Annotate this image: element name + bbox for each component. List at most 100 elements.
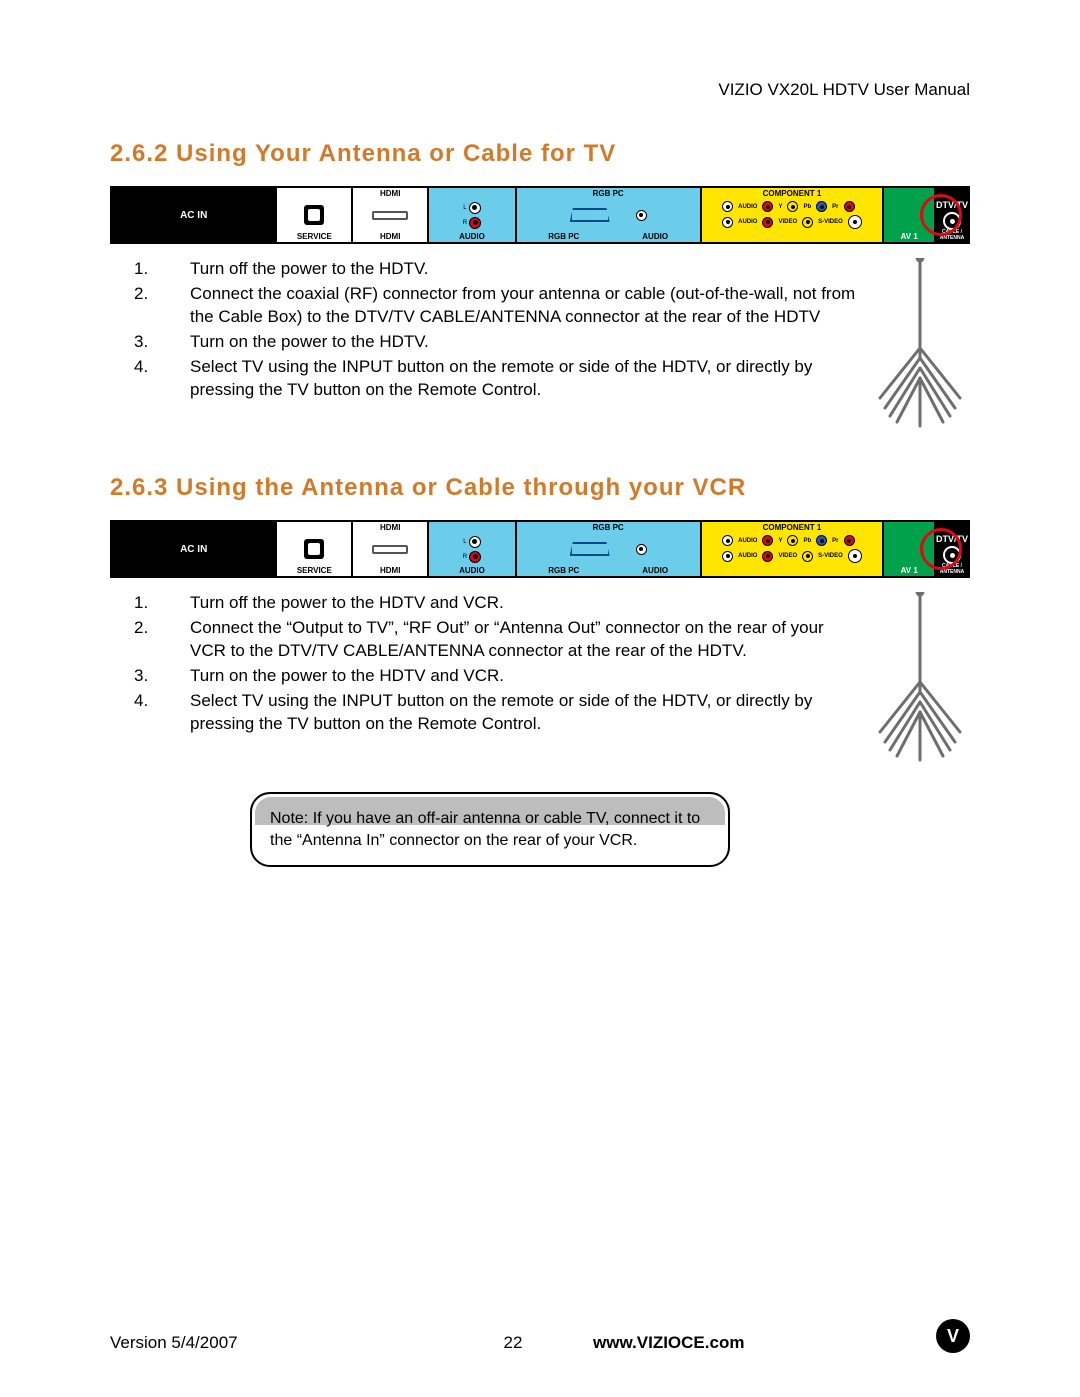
antenna-diagram — [870, 258, 970, 428]
vizio-logo-icon: V — [936, 1319, 970, 1353]
comp-l-icon — [722, 535, 733, 546]
av1-label: AV 1 — [884, 566, 934, 575]
cable-antenna-label: CABLE / ANTENNA — [936, 229, 968, 241]
av-r2-icon — [762, 551, 773, 562]
av-svideo-lbl: S-VIDEO — [818, 219, 843, 225]
comp-pb-icon — [816, 535, 827, 546]
page-footer: Version 5/4/2007 22 www.VIZIOCE.com V — [110, 1319, 970, 1353]
panel-audio: L R AUDIO — [429, 188, 517, 242]
svideo-icon — [848, 215, 862, 229]
section2-steps: 1.Turn off the power to the HDTV and VCR… — [110, 592, 860, 736]
rgb-audio-jack-icon — [636, 544, 647, 555]
audio-r: R — [463, 554, 467, 560]
av-audio-lbl: AUDIO — [738, 553, 757, 559]
panel-service: SERVICE — [277, 522, 353, 576]
list-item: 1.Turn off the power to the HDTV. — [134, 258, 860, 281]
list-item: 1.Turn off the power to the HDTV and VCR… — [134, 592, 860, 615]
comp-y-lbl: Y — [778, 538, 782, 544]
comp-r-icon — [762, 535, 773, 546]
jack-white-icon — [469, 202, 481, 214]
av-video-lbl: VIDEO — [778, 553, 797, 559]
dtv-label: DTV/TV — [936, 534, 968, 544]
rgb-audio-label: AUDIO — [642, 232, 668, 241]
connector-panel-1: AC IN SERVICE HDMI HDMI L R AUDIO RGB PC… — [110, 186, 970, 244]
component-label: COMPONENT 1 — [702, 523, 883, 532]
section-heading-2-6-3: 2.6.3 Using the Antenna or Cable through… — [110, 474, 970, 502]
note-text: Note: If you have an off-air antenna or … — [270, 810, 700, 849]
audio-l: L — [463, 205, 466, 211]
service-label: SERVICE — [277, 232, 351, 241]
cable-antenna-label: CABLE / ANTENNA — [936, 563, 968, 575]
jack-white-icon — [469, 536, 481, 548]
rgb-audio-label: AUDIO — [642, 566, 668, 575]
comp-y-lbl: Y — [778, 204, 782, 210]
list-item: 3.Turn on the power to the HDTV. — [134, 331, 860, 354]
service-port-icon — [304, 205, 324, 225]
rgb-label-top: RGB PC — [517, 189, 700, 198]
panel-dtv: DTV/TV CABLE / ANTENNA — [936, 522, 968, 576]
av-video-lbl: VIDEO — [778, 219, 797, 225]
panel-audio: L R AUDIO — [429, 522, 517, 576]
hdmi-slot-icon — [372, 211, 408, 220]
step-text: Select TV using the INPUT button on the … — [190, 690, 860, 736]
rgb-label-top: RGB PC — [517, 523, 700, 532]
footer-page-number: 22 — [453, 1333, 573, 1353]
vga-port-icon — [570, 542, 610, 556]
av1-label: AV 1 — [884, 232, 934, 241]
list-item: 4.Select TV using the INPUT button on th… — [134, 356, 860, 402]
comp-pb-lbl: Pb — [803, 538, 811, 544]
antenna-icon — [875, 592, 965, 762]
jack-red-icon — [469, 551, 481, 563]
comp-pr-icon — [844, 535, 855, 546]
comp-pr-lbl: Pr — [832, 204, 838, 210]
comp-r-icon — [762, 201, 773, 212]
panel-component: COMPONENT 1 AUDIO Y Pb Pr AUDIO VIDEO S-… — [702, 188, 885, 242]
comp-l-icon — [722, 201, 733, 212]
svideo-icon — [848, 549, 862, 563]
av-svideo-lbl: S-VIDEO — [818, 553, 843, 559]
connector-panel-2: AC IN SERVICE HDMI HDMI L R AUDIO RGB PC… — [110, 520, 970, 578]
hdmi-label-top: HDMI — [353, 523, 427, 532]
av-l-icon — [722, 551, 733, 562]
manual-title: VIZIO VX20L HDTV User Manual — [110, 80, 970, 100]
vga-port-icon — [570, 208, 610, 222]
av-r2-icon — [762, 217, 773, 228]
step-text: Turn off the power to the HDTV. — [190, 258, 428, 281]
comp-audio-lbl: AUDIO — [738, 204, 757, 210]
step-text: Select TV using the INPUT button on the … — [190, 356, 860, 402]
audio-label: AUDIO — [429, 566, 515, 575]
comp-pr-lbl: Pr — [832, 538, 838, 544]
audio-l: L — [463, 539, 466, 545]
component-label: COMPONENT 1 — [702, 189, 883, 198]
av-l-icon — [722, 217, 733, 228]
panel-hdmi: HDMI HDMI — [353, 188, 429, 242]
av-audio-lbl: AUDIO — [738, 219, 757, 225]
list-item: 4.Select TV using the INPUT button on th… — [134, 690, 860, 736]
section-heading-2-6-2: 2.6.2 Using Your Antenna or Cable for TV — [110, 140, 970, 168]
comp-pr-icon — [844, 201, 855, 212]
footer-website: www.VIZIOCE.com — [573, 1333, 936, 1353]
service-label: SERVICE — [277, 566, 351, 575]
hdmi-label-bot: HDMI — [353, 232, 427, 241]
step-text: Turn off the power to the HDTV and VCR. — [190, 592, 504, 615]
panel-hdmi: HDMI HDMI — [353, 522, 429, 576]
panel-dtv: DTV/TV CABLE / ANTENNA — [936, 188, 968, 242]
hdmi-label-top: HDMI — [353, 189, 427, 198]
av-video-icon — [802, 217, 813, 228]
rgb-label-bot: RGB PC — [548, 566, 579, 575]
audio-label: AUDIO — [429, 232, 515, 241]
step-text: Connect the coaxial (RF) connector from … — [190, 283, 860, 329]
comp-audio-lbl: AUDIO — [738, 538, 757, 544]
footer-version: Version 5/4/2007 — [110, 1333, 453, 1353]
dtv-label: DTV/TV — [936, 200, 968, 210]
coax-port-icon — [943, 212, 961, 230]
list-item: 3.Turn on the power to the HDTV and VCR. — [134, 665, 860, 688]
comp-pb-icon — [816, 201, 827, 212]
hdmi-slot-icon — [372, 545, 408, 554]
step-text: Turn on the power to the HDTV and VCR. — [190, 665, 504, 688]
step-text: Connect the “Output to TV”, “RF Out” or … — [190, 617, 860, 663]
comp-y-icon — [787, 201, 798, 212]
rgb-label-bot: RGB PC — [548, 232, 579, 241]
hdmi-label-bot: HDMI — [353, 566, 427, 575]
step-text: Turn on the power to the HDTV. — [190, 331, 429, 354]
